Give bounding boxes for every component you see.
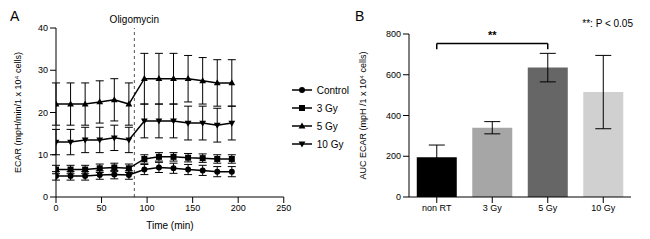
svg-text:150: 150: [185, 203, 200, 213]
svg-text:250: 250: [276, 203, 291, 213]
svg-text:Oligomycin: Oligomycin: [110, 14, 159, 25]
html-text:3 Gy: 3 Gy: [316, 102, 338, 114]
svg-text:50: 50: [97, 203, 107, 213]
svg-text:0: 0: [396, 192, 401, 202]
svg-text:Time (min): Time (min): [146, 220, 193, 231]
html-text:**: P < 0.05: **: P < 0.05: [582, 18, 633, 29]
html-text:Control: Control: [316, 84, 349, 96]
svg-text:200: 200: [231, 203, 246, 213]
svg-text:800: 800: [386, 29, 401, 39]
html-text:B: B: [355, 8, 365, 24]
svg-text:3 Gy: 3 Gy: [483, 203, 503, 213]
svg-text:100: 100: [140, 203, 155, 213]
svg-text:400: 400: [386, 111, 401, 121]
svg-text:10: 10: [38, 150, 48, 160]
svg-text:0: 0: [43, 192, 48, 202]
svg-text:30: 30: [38, 65, 48, 75]
svg-text:20: 20: [38, 108, 48, 118]
svg-text:600: 600: [386, 70, 401, 80]
svg-text:5 Gy: 5 Gy: [538, 203, 558, 213]
html-text:A: A: [10, 8, 20, 24]
svg-text:200: 200: [386, 151, 401, 161]
svg-text:**: **: [488, 29, 497, 41]
svg-text:0: 0: [53, 203, 58, 213]
svg-text:ECAR (mpH/min/1 x 10⁴ cells): ECAR (mpH/min/1 x 10⁴ cells): [13, 52, 23, 173]
html-text:5 Gy: 5 Gy: [316, 120, 338, 132]
svg-text:non RT: non RT: [422, 203, 452, 213]
html-text:10 Gy: 10 Gy: [316, 138, 344, 150]
svg-text:40: 40: [38, 23, 48, 33]
svg-text:10 Gy: 10 Gy: [591, 203, 616, 213]
svg-text:AUC ECAR (mpH /1 x 10⁴ cells): AUC ECAR (mpH /1 x 10⁴ cells): [358, 52, 368, 180]
